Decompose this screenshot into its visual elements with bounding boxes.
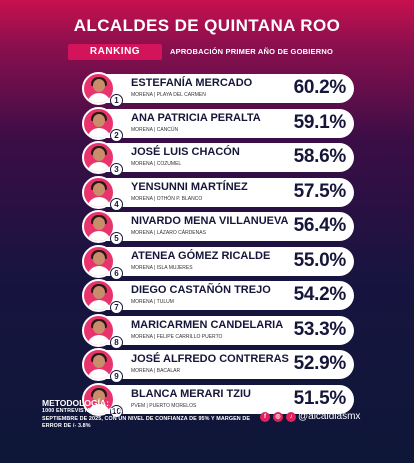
rank-number: 8 xyxy=(110,335,123,349)
party-municipality: MORENA | PLAYA DEL CARMEN xyxy=(131,92,206,98)
avatar xyxy=(82,106,115,140)
table-row: 5 NIVARDO MENA VILLANUEVA MORENA | LÁZARO … xyxy=(82,210,354,245)
methodology-label: METODOLOGÍA: xyxy=(42,398,109,408)
approval-value: 57.5% xyxy=(293,180,347,202)
table-row: 4 YENSUNNI MARTÍNEZ MORENA | OTHÓN P. BLAN… xyxy=(82,175,354,211)
table-row: 9 JOSÉ ALFREDO CONTRERAS MORENA | BACALAR 5… xyxy=(82,348,354,383)
avatar xyxy=(82,382,115,416)
social-handle[interactable]: @alcaldiasmx xyxy=(298,411,361,422)
party-municipality: MORENA | LÁZARO CÁRDENAS xyxy=(131,230,206,236)
avatar xyxy=(82,313,115,347)
party-municipality: MORENA | OTHÓN P. BLANCO xyxy=(131,195,203,202)
rank-number: 1 xyxy=(110,94,123,107)
mayor-name: ATENEA GÓMEZ RICALDE xyxy=(131,249,271,262)
approval-value: 55.0% xyxy=(293,249,347,271)
rank-number: 2 xyxy=(110,128,123,142)
party-municipality: MORENA | COZUMEL xyxy=(131,161,182,167)
table-row: 8 MARICARMEN CANDELARIA MORENA | FELIPE CA… xyxy=(82,313,354,349)
avatar xyxy=(82,175,115,209)
avatar xyxy=(82,141,115,174)
approval-value: 58.6% xyxy=(293,146,347,167)
facebook-icon[interactable]: f xyxy=(260,412,270,422)
avatar xyxy=(82,72,115,105)
mayor-name: ANA PATRICIA PERALTA xyxy=(131,111,261,124)
subtitle: APROBACIÓN PRIMER AÑO DE GOBIERNO xyxy=(170,47,333,56)
party-municipality: MORENA | CANCÚN xyxy=(131,126,179,133)
party-municipality: MORENA | FELIPE CARRILLO PUERTO xyxy=(131,333,223,340)
ranking-badge: RANKING xyxy=(68,44,162,60)
approval-value: 59.1% xyxy=(293,111,347,133)
approval-value: 51.5% xyxy=(293,387,347,409)
party-municipality: MORENA | ISLA MUJERES xyxy=(131,264,193,271)
ranking-list: 1 ESTEFANÍA MERCADO MORENA | PLAYA DEL CAR… xyxy=(82,72,354,419)
rank-number: 4 xyxy=(110,197,123,211)
table-row: 10 BLANCA MERARI TZIU PVEM | PUERTO MORELO… xyxy=(82,382,354,418)
avatar xyxy=(82,210,115,243)
rank-number: 3 xyxy=(110,163,123,176)
rank-number: 7 xyxy=(110,301,123,314)
mayor-name: JOSÉ ALFREDO CONTRERAS xyxy=(131,353,289,365)
avatar xyxy=(82,244,115,278)
party-municipality: PVEM | PUERTO MORELOS xyxy=(131,402,197,409)
table-row: 6 ATENEA GÓMEZ RICALDE MORENA | ISLA MUJER… xyxy=(82,244,354,280)
approval-value: 56.4% xyxy=(293,215,347,236)
mayor-name: YENSUNNI MARTÍNEZ xyxy=(131,180,248,193)
approval-value: 53.3% xyxy=(293,318,347,340)
mayor-name: NIVARDO MENA VILLANUEVA xyxy=(131,215,289,227)
rank-number: 9 xyxy=(110,370,123,383)
mayor-name: ESTEFANÍA MERCADO xyxy=(131,77,253,89)
rank-number: 5 xyxy=(110,232,123,245)
approval-value: 60.2% xyxy=(293,77,347,98)
avatar xyxy=(82,279,115,312)
mayor-name: DIEGO CASTAÑÓN TREJO xyxy=(131,284,271,296)
rank-number: 6 xyxy=(110,266,123,280)
rank-number: 10 xyxy=(110,404,123,418)
social-icons: f ◎ ♪ xyxy=(260,412,296,422)
mayor-name: MARICARMEN CANDELARIA xyxy=(131,318,284,331)
approval-value: 54.2% xyxy=(293,284,347,305)
mayor-name: JOSÉ LUIS CHACÓN xyxy=(131,146,240,158)
instagram-icon[interactable]: ◎ xyxy=(273,412,283,422)
avatar xyxy=(82,348,115,381)
table-row: 1 ESTEFANÍA MERCADO MORENA | PLAYA DEL CAR… xyxy=(82,72,354,107)
party-municipality: MORENA | BACALAR xyxy=(131,368,181,374)
mayor-name: BLANCA MERARI TZIU xyxy=(131,387,251,400)
page-title: ALCALDES DE QUINTANA ROO xyxy=(73,16,341,35)
methodology-text: 1000 ENTREVISTAS A NIVEL LOCAL, REALIZAD… xyxy=(42,408,251,429)
tiktok-icon[interactable]: ♪ xyxy=(286,412,296,422)
party-municipality: MORENA | TULUM xyxy=(131,299,174,305)
table-row: 7 DIEGO CASTAÑÓN TREJO MORENA | TULUM 54.2% xyxy=(82,279,354,314)
table-row: 2 ANA PATRICIA PERALTA MORENA | CANCÚN 59.1… xyxy=(82,106,354,142)
table-row: 3 JOSÉ LUIS CHACÓN MORENA | COZUMEL 58.6% xyxy=(82,141,354,176)
approval-value: 52.9% xyxy=(293,353,347,374)
